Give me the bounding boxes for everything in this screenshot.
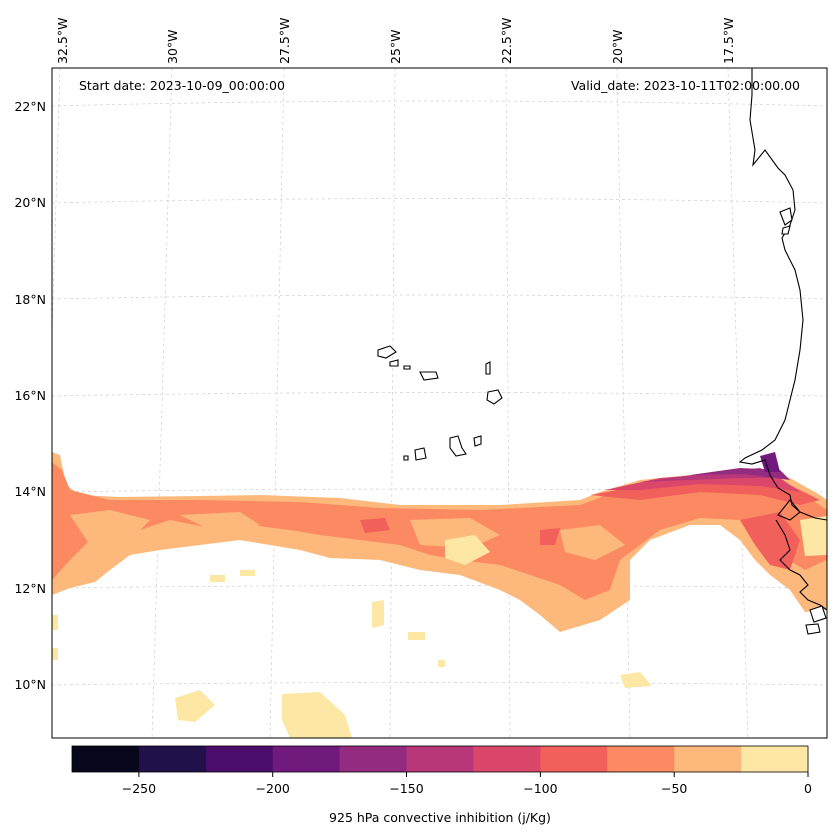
africa-coastline bbox=[738, 68, 827, 521]
colorbar-cell bbox=[72, 746, 140, 772]
lon-label: 25°W bbox=[388, 29, 403, 64]
colorbar-cell bbox=[540, 746, 608, 772]
lon-label: 17.5°W bbox=[721, 18, 736, 64]
map-frame bbox=[51, 67, 828, 739]
map-area bbox=[52, 68, 827, 738]
colorbar-cell bbox=[272, 746, 341, 772]
colorbar-tick-label: 0 bbox=[804, 781, 812, 796]
colorbar-cell bbox=[473, 746, 541, 772]
colorbar-frame bbox=[71, 745, 809, 773]
colorbar-cell bbox=[339, 746, 407, 772]
lon-label: 32.5°W bbox=[55, 18, 70, 64]
cin-field bbox=[52, 452, 827, 738]
lat-label: 16°N bbox=[14, 388, 46, 403]
lon-label: 20°W bbox=[610, 29, 625, 64]
colorbar-cell bbox=[607, 746, 675, 772]
lat-label: 20°N bbox=[14, 195, 46, 210]
lon-labels: 32.5°W 30°W 27.5°W 25°W 22.5°W 20°W 17.5… bbox=[55, 18, 736, 64]
lat-label: 12°N bbox=[14, 581, 46, 596]
cape-verde-islands bbox=[377, 345, 503, 461]
colorbar-cell bbox=[138, 746, 207, 772]
colorbar-tick-label: −250 bbox=[122, 781, 156, 796]
colorbar-ticks bbox=[138, 772, 809, 777]
colorbar-tick-label: −100 bbox=[523, 781, 557, 796]
lat-label: 14°N bbox=[14, 484, 46, 499]
lat-label: 18°N bbox=[14, 292, 46, 307]
lat-label: 10°N bbox=[14, 677, 46, 692]
colorbar-tick-label: −150 bbox=[389, 781, 423, 796]
colorbar-tick-label: −200 bbox=[256, 781, 290, 796]
colorbar-cell bbox=[741, 746, 809, 772]
lon-label: 27.5°W bbox=[277, 18, 292, 64]
colorbar-cell bbox=[674, 746, 742, 772]
colorbar-cell bbox=[406, 746, 474, 772]
lat-labels: 22°N 20°N 18°N 16°N 14°N 12°N 10°N bbox=[14, 99, 46, 692]
lon-label: 30°W bbox=[165, 29, 180, 64]
colorbar-tick-label: −50 bbox=[661, 781, 687, 796]
colorbar: −250 −200 −150 −100 −50 0 925 hPa convec… bbox=[71, 745, 812, 825]
colorbar-cell bbox=[205, 746, 274, 772]
gridlines bbox=[52, 68, 827, 738]
colorbar-title: 925 hPa convective inhibition (j/Kg) bbox=[329, 810, 551, 825]
colorbar-cells bbox=[72, 746, 809, 772]
lat-label: 22°N bbox=[14, 99, 46, 114]
start-date-label: Start date: 2023-10-09_00:00:00 bbox=[79, 78, 285, 93]
valid-date-label: Valid_date: 2023-10-11T02:00:00.00 bbox=[571, 78, 800, 93]
lon-label: 22.5°W bbox=[499, 18, 514, 64]
